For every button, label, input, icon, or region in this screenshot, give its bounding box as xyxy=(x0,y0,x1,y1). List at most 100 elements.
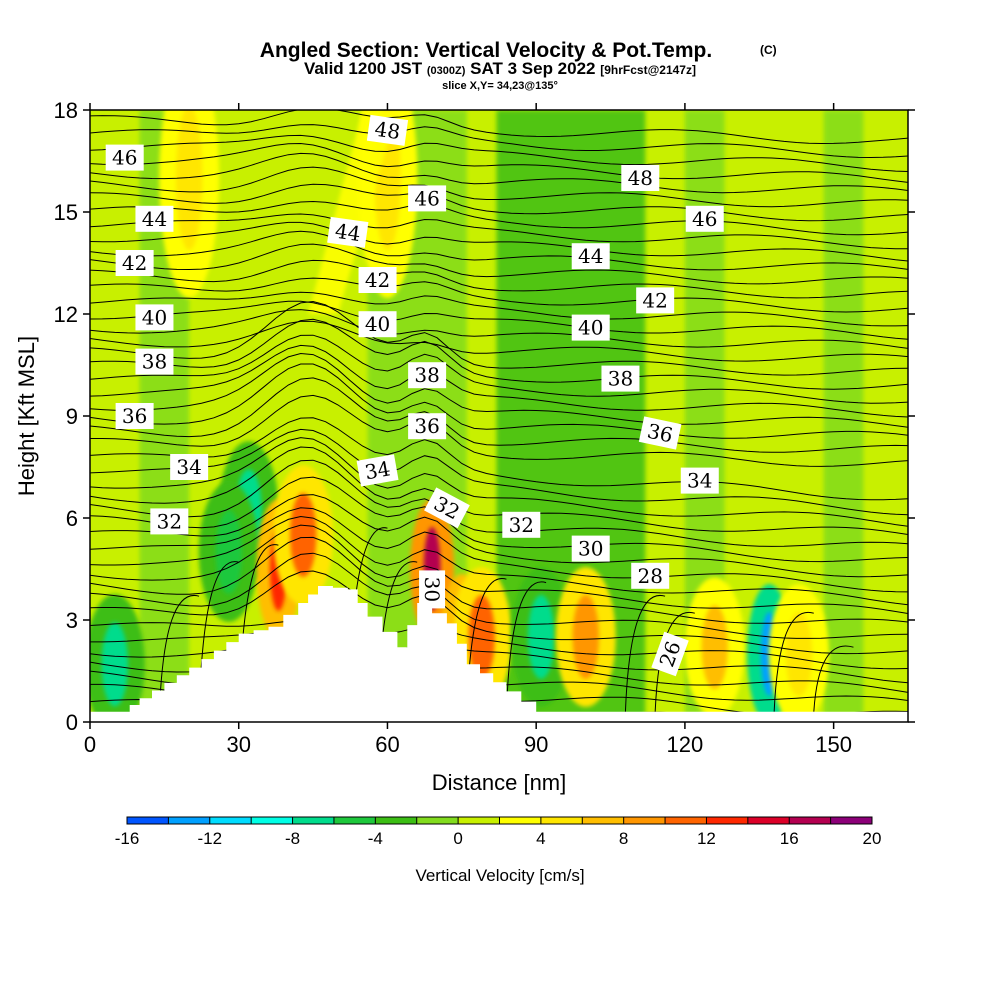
colorbar-tick-label: 16 xyxy=(780,829,799,848)
colorbar-swatch xyxy=(333,817,376,824)
y-tick-label: 18 xyxy=(54,98,78,123)
vv-cell-core xyxy=(175,110,203,250)
contour-label-box xyxy=(571,243,610,270)
terrain-mask xyxy=(90,586,908,722)
isentrope-line xyxy=(90,221,908,262)
isentrope-line xyxy=(90,243,908,285)
isentrope-arc xyxy=(773,611,814,712)
colorbar-tick-label: -12 xyxy=(197,829,222,848)
isentrope-line xyxy=(90,363,908,439)
isentrope-line xyxy=(90,230,908,271)
isentrope-line xyxy=(90,259,908,299)
colorbar-swatch xyxy=(168,817,211,824)
contour-label: 40 xyxy=(358,311,397,338)
x-tick-label: 120 xyxy=(667,732,704,757)
contour-label-text: 46 xyxy=(414,186,439,210)
y-tick-label: 0 xyxy=(66,710,78,735)
x-tick-label: 30 xyxy=(226,732,250,757)
contour-label: 32 xyxy=(150,508,189,535)
contour-label-text: 34 xyxy=(176,455,201,479)
contour-label: 46 xyxy=(685,205,724,232)
isentrope-line xyxy=(90,629,908,684)
colorbar: -16 -12 -8 -4 0 4 8 12 16 20 xyxy=(115,816,881,848)
contour-label-text: 38 xyxy=(414,363,439,387)
contour-label-box xyxy=(502,511,541,538)
contour-label-text: 46 xyxy=(692,207,717,231)
contour-label-text: 38 xyxy=(142,350,167,374)
pot-temp-contours xyxy=(90,110,908,722)
contour-label-box xyxy=(424,487,470,529)
isentrope-arc xyxy=(654,611,695,712)
contour-label-box xyxy=(408,413,447,440)
isentrope-line xyxy=(90,166,908,208)
contour-label: 32 xyxy=(502,511,541,538)
contour-label: 34 xyxy=(356,454,399,487)
isentrope-arc xyxy=(624,594,666,712)
contour-label: 40 xyxy=(571,314,610,341)
isentrope-line xyxy=(90,300,908,340)
colorbar-swatch xyxy=(251,817,294,824)
isentrope-line xyxy=(90,134,908,172)
contour-label: 46 xyxy=(105,144,144,171)
isentrope-line xyxy=(90,515,908,606)
contour-label-box xyxy=(135,304,174,331)
contour-label-box xyxy=(115,403,154,429)
contour-label-box xyxy=(358,267,397,293)
contour-label: 40 xyxy=(135,304,174,331)
contour-label: 28 xyxy=(631,562,670,589)
contour-label-text: 28 xyxy=(637,564,662,588)
valid-time-line: Valid 1200 JST (0300Z) SAT 3 Sep 2022 [9… xyxy=(304,59,696,78)
isentrope-line xyxy=(90,110,908,145)
contour-label-text: 30 xyxy=(578,537,603,561)
contour-label-box xyxy=(150,508,189,535)
colorbar-swatch xyxy=(127,817,169,824)
y-tick-label: 15 xyxy=(54,200,78,225)
isentrope-line xyxy=(90,446,908,535)
contour-label-box xyxy=(651,631,689,677)
y-axis-label: Height [Kft MSL] xyxy=(14,336,39,496)
y-tick-label: 3 xyxy=(66,608,78,633)
contour-label-text: 36 xyxy=(122,404,147,428)
isentrope-arc xyxy=(158,594,200,712)
x-tick-label: 0 xyxy=(84,732,96,757)
vv-cell-core xyxy=(527,595,555,679)
isentrope-line xyxy=(90,428,908,516)
colorbar-swatch xyxy=(747,817,790,824)
colorbar-tick-label: 12 xyxy=(697,829,716,848)
x-tick-label: 60 xyxy=(375,732,399,757)
colorbar-tick-label: 0 xyxy=(453,829,462,848)
contour-label-text: 34 xyxy=(687,469,712,493)
vv-cell-core xyxy=(701,605,728,690)
isentrope-line xyxy=(90,394,908,467)
contour-label-box xyxy=(115,250,154,276)
contour-label: 48 xyxy=(621,165,660,191)
contour-label-box xyxy=(601,365,640,392)
isentrope-line xyxy=(90,318,908,390)
contour-label-text: 40 xyxy=(365,312,390,336)
contour-label: 42 xyxy=(636,287,675,314)
isentrope-line xyxy=(90,352,908,428)
contour-label: 44 xyxy=(135,205,174,232)
isentrope-line xyxy=(90,320,908,362)
isentrope-line xyxy=(90,507,908,593)
isentrope-line xyxy=(90,417,908,501)
contour-label-text: 36 xyxy=(645,419,675,448)
vv-plume xyxy=(308,110,398,314)
isentrope-line xyxy=(90,620,908,670)
isentrope-line xyxy=(90,291,908,327)
chart-title: Angled Section: Vertical Velocity & Pot.… xyxy=(260,39,712,62)
slice-info: slice X,Y= 34,23@135° xyxy=(442,80,558,92)
contour-label-text: 32 xyxy=(157,509,182,533)
colorbar-swatch xyxy=(665,817,707,824)
colorbar-label: Vertical Velocity [cm/s] xyxy=(415,866,584,885)
isentrope-line xyxy=(90,570,908,655)
colorbar-swatch xyxy=(375,817,418,824)
contour-label: 46 xyxy=(408,185,447,212)
contour-label-text: 44 xyxy=(578,244,603,268)
isentrope-line xyxy=(90,377,908,453)
contour-label-box xyxy=(621,165,660,191)
valid-zulu-time: (0300Z) xyxy=(427,65,466,77)
colorbar-swatch xyxy=(582,817,625,824)
